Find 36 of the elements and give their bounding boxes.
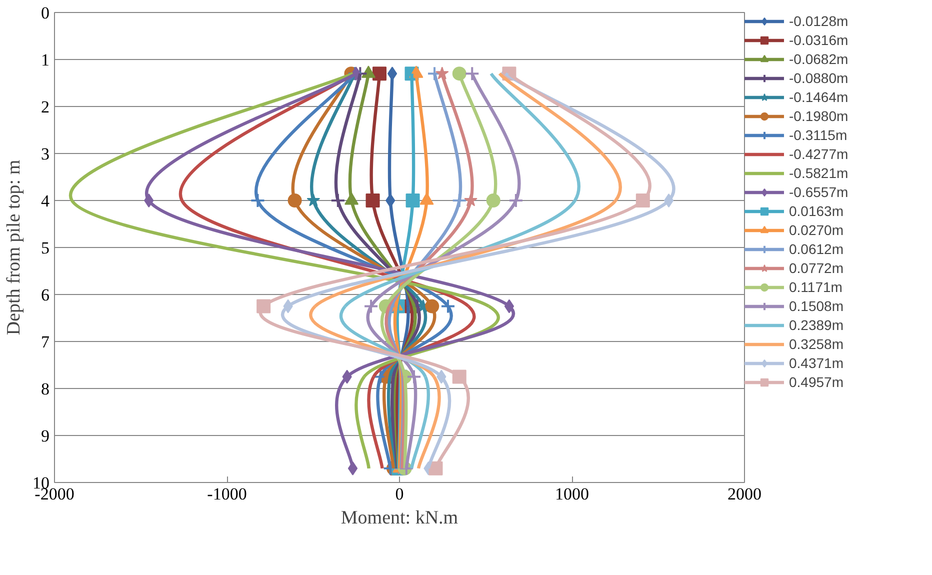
x-tick-label: -1000 — [207, 484, 247, 504]
x-tick-label: 0 — [395, 484, 404, 504]
y-axis-title: Depth from pile top: m — [4, 160, 24, 336]
legend-label: -0.0880m — [789, 69, 848, 87]
y-tick-label: 6 — [41, 286, 50, 304]
legend-label: 0.1171m — [789, 278, 842, 296]
y-tick-label: 9 — [41, 426, 50, 446]
legend-label: 0.0163m — [789, 202, 844, 220]
legend-label: -0.5821m — [789, 164, 848, 182]
legend-label: 0.2389m — [789, 316, 844, 334]
legend-label: -0.4277m — [789, 145, 848, 163]
y-tick-label: 2 — [41, 98, 50, 116]
legend-label: 0.0772m — [789, 259, 844, 277]
y-tick-label: 8 — [41, 380, 50, 398]
x-tick-label: 2000 — [728, 484, 762, 504]
legend-label: 0.4957m — [789, 373, 844, 391]
legend-label: 0.0612m — [789, 240, 844, 258]
x-tick-label: 1000 — [555, 484, 589, 504]
y-tick-label: 5 — [41, 238, 50, 258]
y-tick-label: 0 — [41, 4, 50, 22]
legend-label: 0.1508m — [789, 297, 844, 315]
legend-label: 0.4371m — [789, 354, 844, 372]
y-tick-label: 7 — [41, 332, 50, 352]
legend-label: -0.1464m — [789, 88, 848, 106]
legend-label: -0.0316m — [789, 31, 848, 49]
y-tick-label: 3 — [41, 144, 50, 164]
legend-label: 0.0270m — [789, 221, 844, 239]
legend-label: -0.3115m — [789, 126, 848, 144]
y-tick-label: 4 — [41, 192, 50, 210]
legend-label: -0.0682m — [789, 50, 848, 68]
legend-label: -0.6557m — [789, 183, 848, 201]
y-tick-label: 1 — [41, 50, 50, 70]
x-axis-title: Moment: kN.m — [340, 508, 458, 528]
legend-label: -0.1980m — [789, 107, 848, 125]
legend-label: 0.3258m — [789, 335, 844, 353]
legend-label: -0.0128m — [789, 12, 848, 30]
